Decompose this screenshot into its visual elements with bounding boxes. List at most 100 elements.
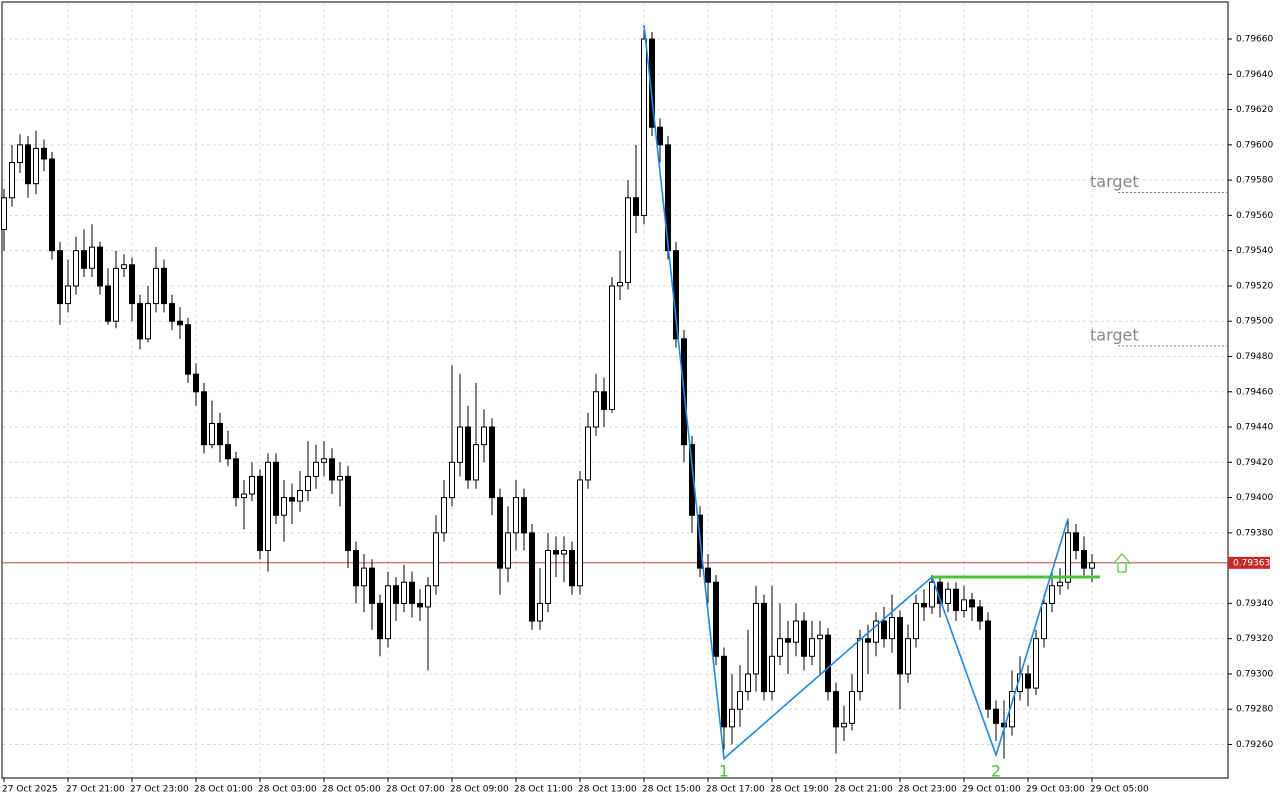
- candle-body: [361, 567, 367, 587]
- candle-body: [993, 708, 999, 724]
- candle-body: [41, 147, 47, 160]
- candle-body: [281, 497, 287, 516]
- candle-body: [105, 285, 111, 322]
- candle-body: [313, 461, 319, 477]
- y-tick-label: 0.79540: [1236, 246, 1273, 256]
- candle-body: [1049, 585, 1055, 604]
- candle-body: [529, 532, 535, 622]
- candle-body: [977, 606, 983, 622]
- y-tick-label: 0.79380: [1236, 528, 1273, 538]
- x-tick-label: 27 Oct 23:00: [130, 785, 189, 795]
- candle-body: [209, 423, 215, 446]
- candle-body: [353, 549, 359, 587]
- candle-body: [385, 585, 391, 640]
- x-tick-label: 28 Oct 05:00: [322, 785, 381, 795]
- y-tick-label: 0.79480: [1236, 352, 1273, 362]
- x-tick-label: 28 Oct 09:00: [450, 785, 509, 795]
- buy-arrow: [1112, 553, 1132, 573]
- candle-body: [777, 638, 783, 657]
- candle-body: [169, 303, 175, 322]
- candle-body: [905, 638, 911, 675]
- candle-body: [89, 246, 95, 269]
- candle-body: [889, 617, 895, 640]
- candle-body: [377, 602, 383, 640]
- candle-body: [761, 602, 767, 693]
- x-tick-label: 29 Oct 01:00: [962, 785, 1021, 795]
- candle-body: [1057, 581, 1063, 587]
- candle-body: [577, 479, 583, 587]
- candle-body: [17, 144, 23, 163]
- candle-body: [9, 161, 15, 199]
- candle-body: [153, 267, 159, 305]
- y-tick-label: 0.79320: [1236, 634, 1273, 644]
- candle-body: [57, 250, 63, 305]
- candle-body: [1073, 532, 1079, 551]
- candle-body: [145, 303, 151, 340]
- candle-body: [449, 461, 455, 499]
- candle-body: [369, 567, 375, 604]
- candle-body: [969, 599, 975, 608]
- candle-body: [297, 490, 303, 502]
- candle-body: [625, 197, 631, 283]
- candle-body: [345, 475, 351, 551]
- candle-body: [65, 285, 71, 305]
- candle-body: [713, 581, 719, 657]
- candle-body: [305, 475, 311, 492]
- candle-body: [809, 638, 815, 657]
- candle-body: [841, 722, 847, 728]
- y-tick-label: 0.79640: [1236, 70, 1273, 80]
- candle-body: [257, 475, 263, 551]
- candle-body: [633, 197, 639, 216]
- candle-body: [321, 458, 327, 463]
- candle-body: [241, 493, 247, 499]
- candle-body: [793, 620, 799, 643]
- candle-body: [641, 38, 647, 216]
- candle-body: [1065, 532, 1071, 583]
- candle-body: [561, 549, 567, 555]
- candle-body: [289, 497, 295, 502]
- current-price-tag: [1228, 556, 1270, 569]
- candle-body: [857, 638, 863, 693]
- candle-body: [953, 588, 959, 611]
- target-label: target: [1090, 325, 1139, 344]
- candle-body: [441, 497, 447, 534]
- candle-body: [753, 602, 759, 675]
- candle-body: [521, 497, 527, 534]
- candle-body: [785, 638, 791, 643]
- x-tick-label: 28 Oct 13:00: [578, 785, 637, 795]
- candle-body: [249, 475, 255, 495]
- candle-body: [817, 634, 823, 640]
- zigzag-line: [643, 24, 1069, 761]
- candle-body: [769, 655, 775, 693]
- candle-body: [1025, 673, 1031, 689]
- y-tick-label: 0.79340: [1236, 599, 1273, 609]
- y-tick-label: 0.79520: [1236, 281, 1273, 291]
- candle-body: [185, 324, 191, 375]
- candle-body: [73, 250, 79, 287]
- candle-body: [705, 567, 711, 583]
- candle-body: [553, 549, 559, 555]
- y-tick-label: 0.79260: [1236, 740, 1273, 750]
- y-tick-label: 0.79420: [1236, 458, 1273, 468]
- candle-body: [225, 444, 231, 460]
- candle-body: [161, 267, 167, 305]
- candle-body: [617, 281, 623, 287]
- candle-body: [465, 426, 471, 481]
- y-tick-label: 0.79300: [1236, 669, 1273, 679]
- candle-body: [329, 458, 335, 481]
- candle-body: [985, 620, 991, 710]
- candle-body: [457, 426, 463, 463]
- candle-body: [497, 497, 503, 569]
- candle-body: [513, 497, 519, 534]
- candle-body: [33, 147, 39, 185]
- candle-body: [417, 602, 423, 608]
- x-tick-label: 29 Oct 05:00: [1090, 785, 1149, 795]
- x-tick-label: 28 Oct 17:00: [706, 785, 765, 795]
- y-tick-label: 0.79620: [1236, 105, 1273, 115]
- candle-body: [881, 620, 887, 640]
- x-tick-label: 27 Oct 21:00: [66, 785, 125, 795]
- candle-body: [433, 532, 439, 587]
- x-tick-label: 28 Oct 11:00: [514, 785, 573, 795]
- wave-label: 2: [991, 762, 1001, 781]
